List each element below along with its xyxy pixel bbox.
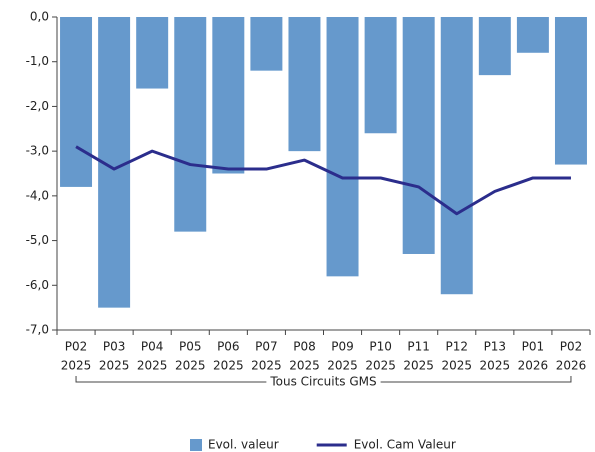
x-tick-label: P02: [560, 340, 583, 354]
x-tick-label: P10: [369, 340, 392, 354]
x-tick-label: 2025: [61, 359, 92, 373]
x-tick-label: P02: [65, 340, 88, 354]
y-tick-label: -7,0: [26, 323, 49, 337]
x-tick-label: P11: [407, 340, 430, 354]
group-label: Tous Circuits GMS: [269, 375, 376, 389]
x-tick-label: 2025: [99, 359, 130, 373]
x-tick-label: 2026: [556, 359, 587, 373]
bar: [60, 17, 93, 187]
x-tick-label: 2025: [441, 359, 472, 373]
x-tick-label: 2025: [137, 359, 168, 373]
x-tick-label: P01: [522, 340, 545, 354]
x-tick-label: P12: [445, 340, 468, 354]
bar: [402, 17, 435, 254]
y-tick-label: -5,0: [26, 233, 49, 247]
x-tick-label: P09: [331, 340, 354, 354]
group-bracket: [75, 376, 572, 383]
legend-swatch: [190, 439, 202, 451]
x-tick-label: 2025: [175, 359, 206, 373]
y-tick-label: -6,0: [26, 278, 49, 292]
bar: [364, 17, 397, 134]
bar: [516, 17, 549, 53]
bar: [250, 17, 283, 71]
bar: [288, 17, 321, 152]
x-tick-label: 2025: [327, 359, 358, 373]
x-tick-label: P04: [141, 340, 164, 354]
x-tick-label: P05: [179, 340, 202, 354]
bar: [174, 17, 207, 232]
x-tick-label: P03: [103, 340, 126, 354]
bar: [212, 17, 245, 174]
x-tick-label: P13: [484, 340, 507, 354]
y-tick-label: -2,0: [26, 99, 49, 113]
y-tick-label: 0,0: [30, 10, 49, 24]
bar: [440, 17, 473, 295]
x-tick-label: 2025: [213, 359, 244, 373]
bar: [136, 17, 169, 89]
x-tick-label: 2025: [365, 359, 396, 373]
line-series: [75, 145, 571, 216]
x-tick-label: 2025: [403, 359, 434, 373]
bar: [326, 17, 359, 277]
bar: [478, 17, 511, 76]
x-tick-label: 2025: [289, 359, 320, 373]
y-tick-label: -4,0: [26, 188, 49, 202]
x-tick-label: 2026: [518, 359, 549, 373]
x-tick-label: 2025: [251, 359, 282, 373]
x-tick-label: P06: [217, 340, 240, 354]
bar: [554, 17, 587, 165]
x-tick-label: P07: [255, 340, 278, 354]
x-tick-label: P08: [293, 340, 316, 354]
legend-label: Evol. valeur: [208, 438, 279, 452]
x-tick-label: 2025: [480, 359, 511, 373]
legend-label: Evol. Cam Valeur: [354, 438, 456, 452]
y-tick-label: -1,0: [26, 54, 49, 68]
y-tick-label: -3,0: [26, 144, 49, 158]
